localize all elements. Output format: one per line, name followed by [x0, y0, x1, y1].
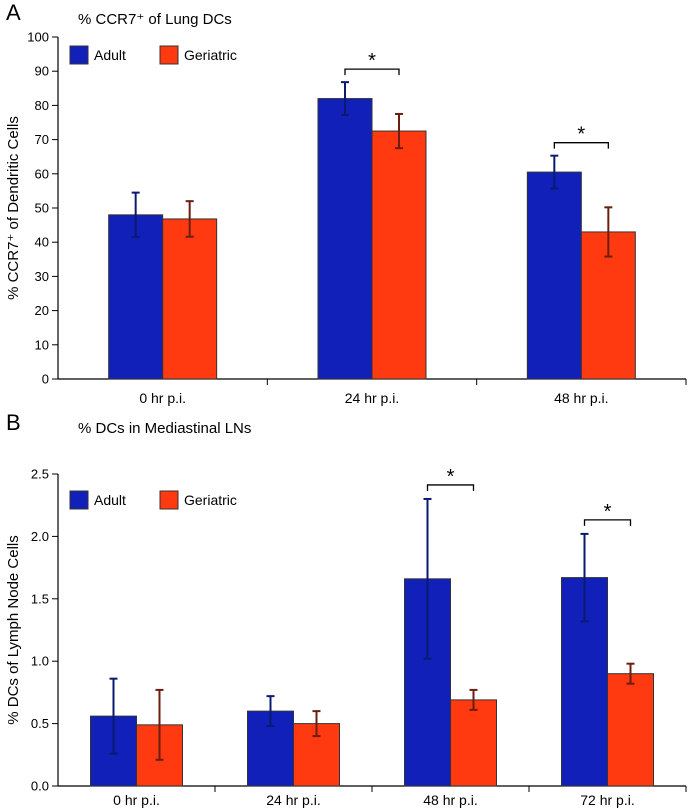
y-tick-label: 0.0 — [31, 779, 49, 794]
y-tick-label: 100 — [27, 30, 49, 45]
significance-star: * — [577, 124, 585, 146]
y-tick-label: 2.5 — [31, 467, 49, 482]
y-tick-label: 70 — [35, 132, 49, 147]
y-tick-label: 1.5 — [31, 591, 49, 606]
significance-bracket — [426, 484, 475, 491]
y-tick-label: 10 — [35, 337, 49, 352]
y-tick-label: 20 — [35, 303, 49, 318]
category-label: 0 hr p.i. — [139, 390, 186, 406]
chart-title: % CCR7⁺ of Lung DCs — [78, 11, 232, 28]
significance-star: * — [604, 501, 612, 523]
legend-swatch-geriatric — [159, 45, 179, 65]
bar-adult — [526, 171, 582, 380]
significance-bracket — [583, 519, 632, 526]
y-tick-label: 40 — [35, 235, 49, 250]
category-label: 24 hr p.i. — [266, 792, 320, 808]
legend-swatch-adult — [69, 45, 89, 65]
y-tick-label: 60 — [35, 166, 49, 181]
bar-geriatric — [371, 130, 427, 380]
significance-bracket — [344, 68, 400, 76]
legend-label-adult: Adult — [94, 492, 126, 508]
panel-letter: A — [6, 0, 21, 25]
category-label: 48 hr p.i. — [554, 390, 608, 406]
y-tick-label: 80 — [35, 98, 49, 113]
bar-adult — [108, 214, 164, 380]
y-tick-label: 2.0 — [31, 529, 49, 544]
bar-geriatric — [162, 218, 218, 380]
y-axis-label: % DCs of Lymph Node Cells — [5, 535, 22, 725]
y-tick-label: 0 — [42, 372, 49, 387]
bar-geriatric — [607, 673, 654, 787]
panel-a: A % CCR7⁺ of Lung DCs 0 10 20 30 40 50 60 70 80 90 1… — [5, 0, 687, 406]
y-tick-label: 1.0 — [31, 654, 49, 669]
legend-swatch-geriatric — [159, 490, 179, 510]
legend-label-geriatric: Geriatric — [184, 492, 237, 508]
y-tick-label: 50 — [35, 201, 49, 216]
y-tick-label: 0.5 — [31, 716, 49, 731]
panel-b: B % DCs in Mediastinal LNs 0.0 0.5 1.0 1.5 2.0… — [5, 410, 687, 808]
y-axis-label: % CCR7⁺ of Dendritic Cells — [5, 116, 22, 300]
bar-geriatric — [450, 699, 497, 787]
legend-swatch-adult — [69, 490, 89, 510]
significance-star: * — [447, 466, 455, 488]
y-tick-label: 90 — [35, 64, 49, 79]
legend-label-adult: Adult — [94, 47, 126, 63]
panel-letter: B — [6, 410, 21, 435]
legend-label-geriatric: Geriatric — [184, 47, 237, 63]
bar-adult — [317, 98, 373, 380]
y-tick-label: 30 — [35, 269, 49, 284]
significance-star: * — [368, 50, 376, 72]
category-label: 0 hr p.i. — [113, 792, 160, 808]
category-label: 48 hr p.i. — [423, 792, 477, 808]
significance-bracket — [553, 142, 609, 149]
category-label: 24 hr p.i. — [345, 390, 399, 406]
category-label: 72 hr p.i. — [580, 792, 634, 808]
chart-title: % DCs in Mediastinal LNs — [78, 420, 251, 437]
